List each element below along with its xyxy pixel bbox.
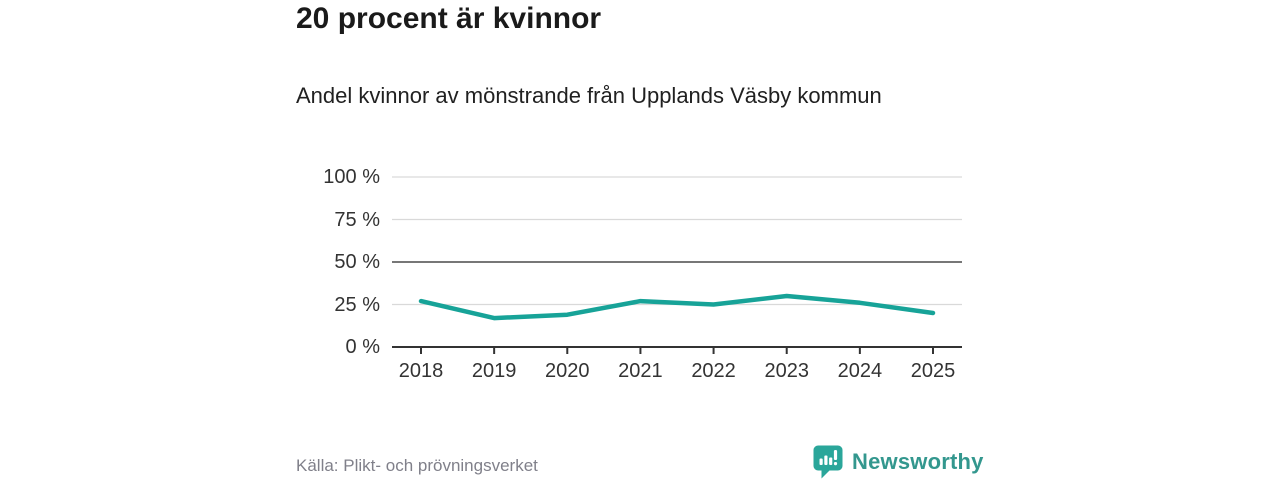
y-tick-label: 25 % (334, 293, 380, 316)
y-tick-label: 0 % (345, 336, 380, 358)
chart-subtitle: Andel kvinnor av mönstrande från Uppland… (296, 83, 882, 108)
x-tick-label: 2022 (691, 360, 736, 382)
x-tick-label: 2020 (545, 360, 590, 382)
y-tick-label: 100 % (323, 166, 380, 188)
data-line (418, 293, 936, 321)
x-tick-label: 2019 (471, 360, 517, 382)
x-tick-label: 2025 (910, 360, 956, 382)
newsworthy-bubble-chart-icon (813, 445, 843, 478)
source-note: Källa: Plikt- och prövningsverket (296, 456, 538, 475)
y-tick-label: 50 % (334, 251, 380, 273)
y-tick-label: 75 % (334, 208, 380, 231)
brand-logo: Newsworthy (813, 444, 984, 480)
x-tick-label: 2021 (618, 360, 663, 382)
chart-title: 20 procent är kvinnor (296, 2, 602, 35)
x-tick-label: 2024 (837, 360, 883, 382)
x-tick-label: 2018 (398, 360, 444, 382)
brand-name: Newsworthy (852, 449, 984, 474)
x-tick-label: 2023 (764, 360, 809, 382)
